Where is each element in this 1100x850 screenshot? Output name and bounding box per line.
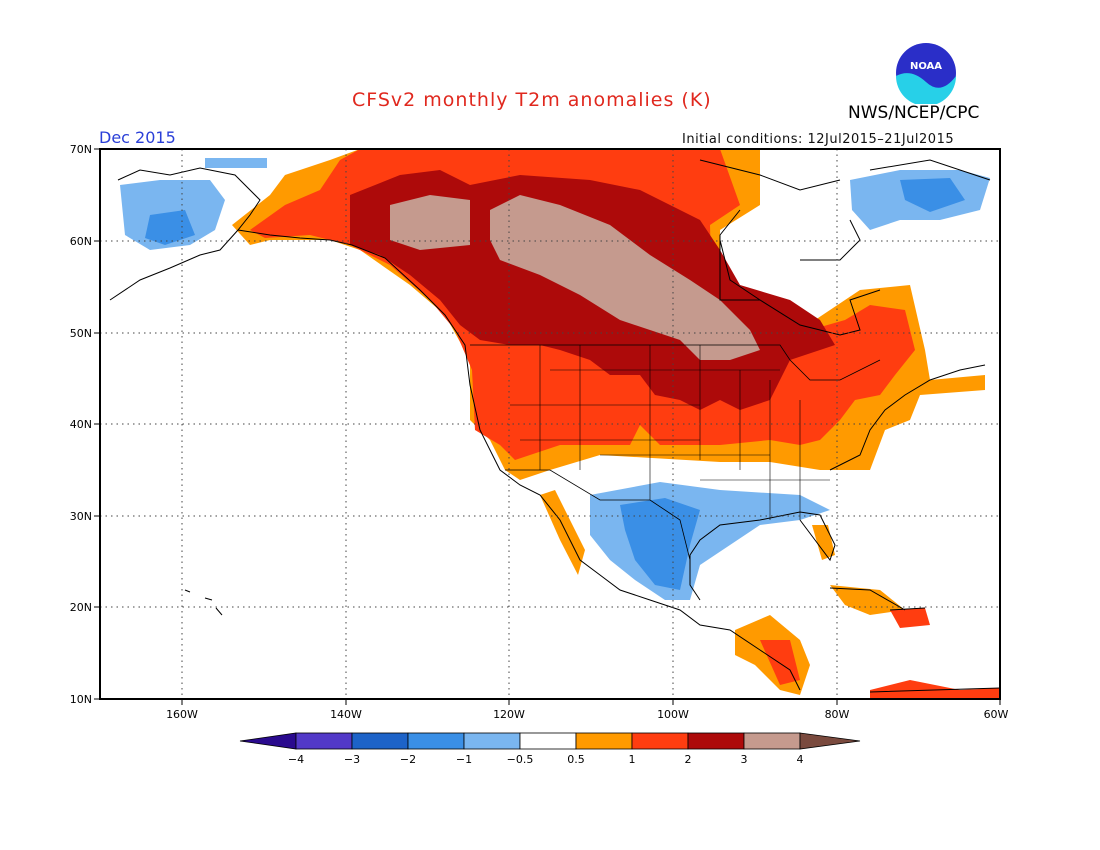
lat-labels: 70N 60N 50N 40N 30N 20N 10N xyxy=(70,143,92,706)
agency-label: NWS/NCEP/CPC xyxy=(848,103,980,123)
colorbar-label: 0.5 xyxy=(567,753,585,766)
lat-label: 40N xyxy=(70,418,92,431)
lon-label: 80W xyxy=(825,708,850,721)
coastline-arctic-islands xyxy=(699,159,991,191)
anomaly-region-taupe-2 xyxy=(490,195,760,360)
colorbar-label: 1 xyxy=(629,753,636,766)
colorbar-label: 4 xyxy=(797,753,804,766)
lat-label: 50N xyxy=(70,327,92,340)
colorbar-label: −1 xyxy=(456,753,472,766)
lon-label: 160W xyxy=(166,708,198,721)
colorbar-label: 2 xyxy=(685,753,692,766)
colorbar-swatch xyxy=(743,732,801,750)
colorbar-swatch xyxy=(687,732,745,750)
colorbar-swatch xyxy=(631,732,689,750)
colorbar-swatch xyxy=(575,732,633,750)
colorbar-arrow-low xyxy=(239,732,297,750)
colorbar-label: −4 xyxy=(288,753,304,766)
anomaly-shading xyxy=(120,149,1000,699)
boundary-us-canada xyxy=(470,344,881,381)
coastline-north-america xyxy=(109,167,986,691)
lat-label: 60N xyxy=(70,235,92,248)
anomaly-region-central-america-red xyxy=(760,640,800,685)
forecast-month: Dec 2015 xyxy=(99,128,176,147)
anomaly-region-caribbean xyxy=(830,585,905,615)
lon-label: 140W xyxy=(330,708,362,721)
chart-title: CFSv2 monthly T2m anomalies (K) xyxy=(352,89,712,111)
anomaly-region-caribbean-red xyxy=(890,608,930,628)
colorbar-labels: −4 −3 −2 −1 −0.5 0.5 1 2 3 4 xyxy=(288,753,804,766)
axis-ticks xyxy=(94,148,1001,705)
anomaly-region-greenland-blue-2 xyxy=(900,178,965,212)
colorbar xyxy=(239,732,861,750)
lat-label: 20N xyxy=(70,601,92,614)
lon-label: 60W xyxy=(984,708,1009,721)
colorbar-swatch xyxy=(463,732,521,750)
lat-label: 30N xyxy=(70,510,92,523)
lat-label: 10N xyxy=(70,693,92,706)
colorbar-swatch xyxy=(351,732,409,750)
lon-label: 100W xyxy=(657,708,689,721)
colorbar-swatch xyxy=(295,732,353,750)
boundary-states xyxy=(510,345,830,520)
coastline-caribbean xyxy=(829,587,1000,693)
logo-wave xyxy=(896,73,956,104)
colorbar-label: −2 xyxy=(400,753,416,766)
gridlines xyxy=(100,149,1000,699)
anomaly-region-baja xyxy=(540,490,585,575)
anomaly-region-alaska-blue-2 xyxy=(145,210,195,245)
colorbar-arrow-high xyxy=(799,732,861,750)
boundary-us-mexico xyxy=(505,469,691,561)
logo-text: NOAA xyxy=(910,61,942,72)
anomaly-region-taupe xyxy=(390,195,470,250)
colorbar-swatch xyxy=(519,732,577,750)
anomaly-region-arctic-blue xyxy=(205,158,267,168)
lon-labels: 160W 140W 120W 100W 80W 60W xyxy=(166,708,1008,721)
colorbar-label: 3 xyxy=(741,753,748,766)
coastline-hudson-bay xyxy=(719,219,861,301)
lon-label: 120W xyxy=(493,708,525,721)
noaa-logo: NOAA xyxy=(896,43,956,104)
coastline-hawaii xyxy=(184,589,223,616)
coastlines xyxy=(109,159,1000,693)
initial-conditions: Initial conditions: 12Jul2015–21Jul2015 xyxy=(682,132,955,147)
lat-label: 70N xyxy=(70,143,92,156)
colorbar-label: −3 xyxy=(344,753,360,766)
colorbar-label: −0.5 xyxy=(507,753,534,766)
colorbar-swatch xyxy=(407,732,465,750)
